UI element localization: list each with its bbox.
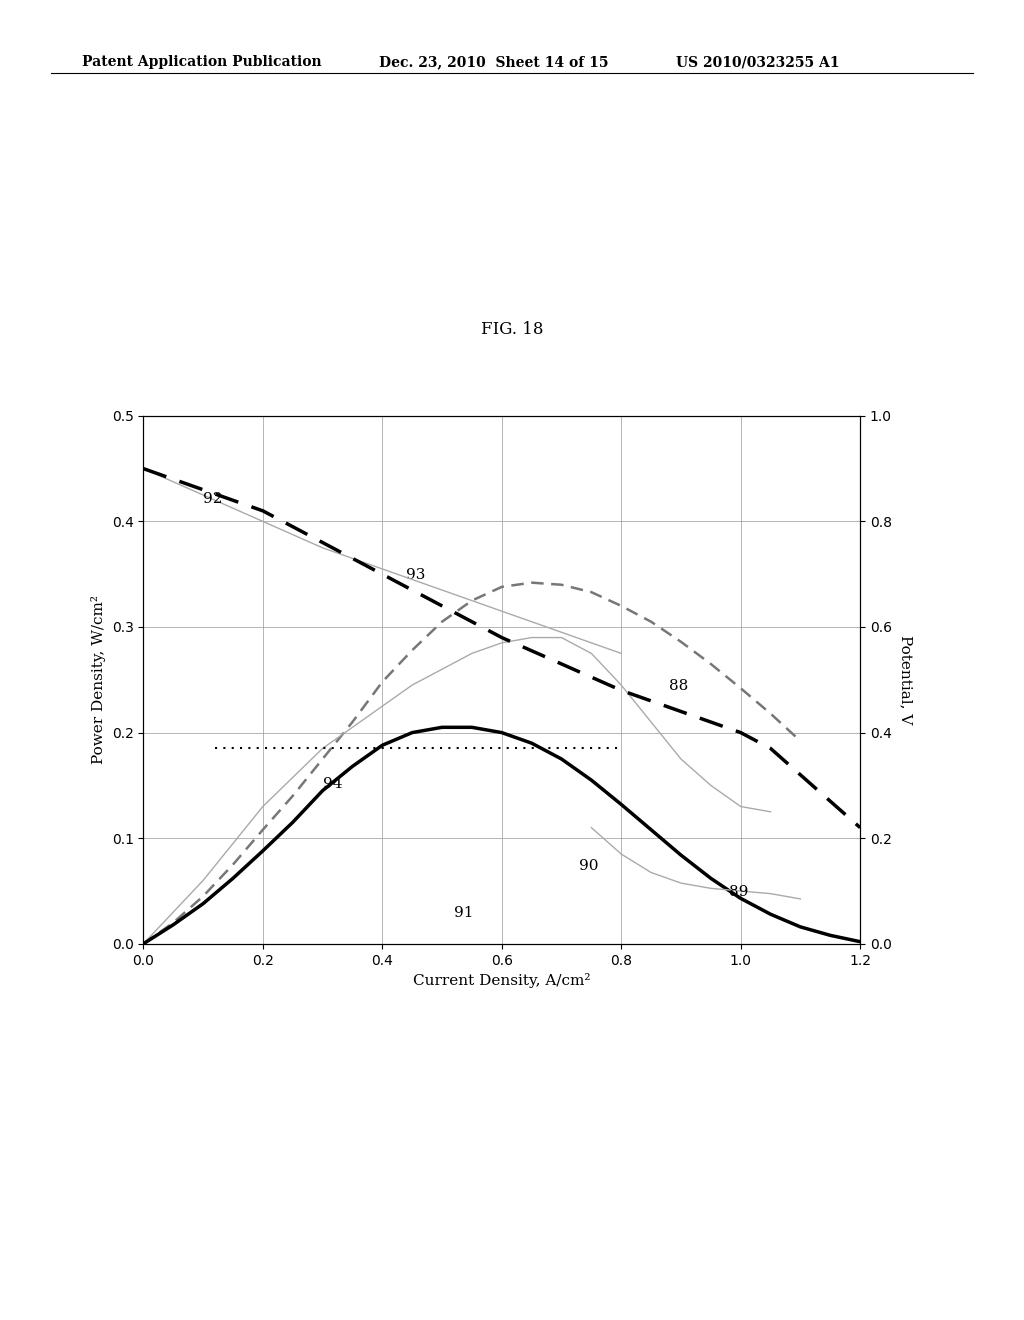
Y-axis label: Power Density, W/cm²: Power Density, W/cm² <box>91 595 106 764</box>
Text: 90: 90 <box>580 859 599 873</box>
Text: 91: 91 <box>454 907 473 920</box>
Text: Patent Application Publication: Patent Application Publication <box>82 55 322 70</box>
Text: Dec. 23, 2010  Sheet 14 of 15: Dec. 23, 2010 Sheet 14 of 15 <box>379 55 608 70</box>
Text: FIG. 18: FIG. 18 <box>480 322 544 338</box>
Text: 94: 94 <box>323 776 342 791</box>
Text: 92: 92 <box>203 492 222 506</box>
Text: 88: 88 <box>669 680 688 693</box>
Text: US 2010/0323255 A1: US 2010/0323255 A1 <box>676 55 840 70</box>
Text: 89: 89 <box>729 886 749 899</box>
X-axis label: Current Density, A/cm²: Current Density, A/cm² <box>413 973 591 989</box>
Y-axis label: Potential, V: Potential, V <box>899 635 912 725</box>
Text: 93: 93 <box>407 569 426 582</box>
